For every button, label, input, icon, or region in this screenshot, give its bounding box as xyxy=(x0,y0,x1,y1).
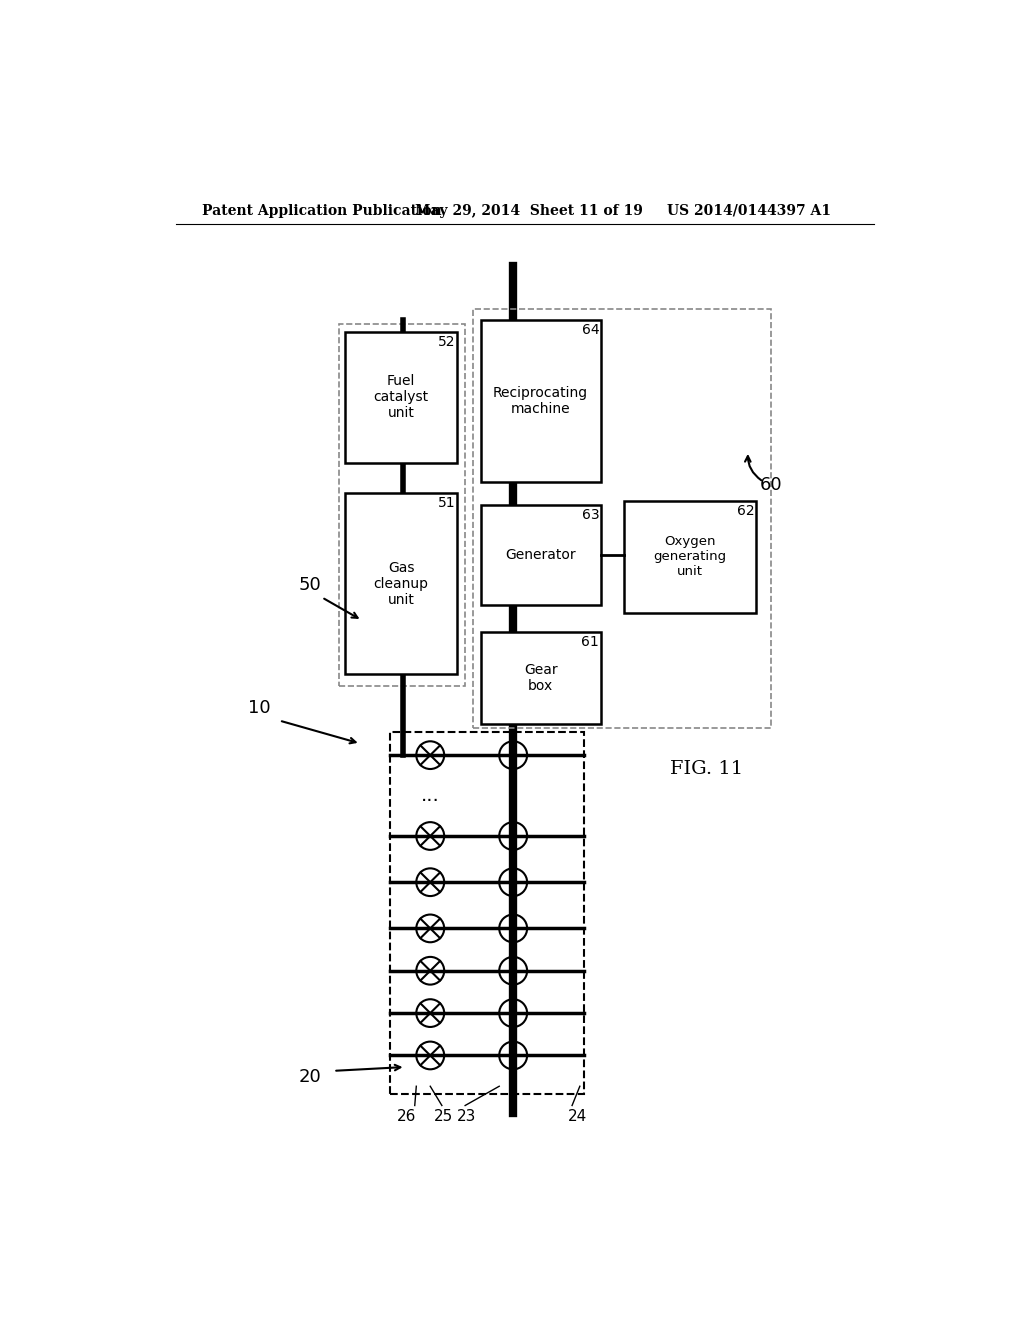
Bar xyxy=(480,632,601,725)
Text: 23: 23 xyxy=(458,1109,477,1125)
Text: 25: 25 xyxy=(434,1109,454,1125)
Text: 63: 63 xyxy=(582,508,599,521)
Bar xyxy=(345,331,458,462)
Bar xyxy=(624,502,756,612)
Text: 20: 20 xyxy=(299,1068,322,1086)
Text: May 29, 2014  Sheet 11 of 19: May 29, 2014 Sheet 11 of 19 xyxy=(415,203,643,218)
Text: Gas
cleanup
unit: Gas cleanup unit xyxy=(374,561,429,607)
Text: Fuel
catalyst
unit: Fuel catalyst unit xyxy=(374,374,429,420)
Text: 52: 52 xyxy=(438,335,456,348)
Bar xyxy=(390,733,584,1094)
Text: 61: 61 xyxy=(582,635,599,649)
Text: FIG. 11: FIG. 11 xyxy=(671,760,743,779)
Text: ...: ... xyxy=(421,787,439,805)
Bar xyxy=(480,504,601,605)
Bar xyxy=(345,494,458,675)
Text: 64: 64 xyxy=(582,323,599,337)
Text: 50: 50 xyxy=(299,576,322,594)
Text: Reciprocating
machine: Reciprocating machine xyxy=(494,385,588,416)
Text: 60: 60 xyxy=(760,475,782,494)
Text: US 2014/0144397 A1: US 2014/0144397 A1 xyxy=(667,203,830,218)
Text: Generator: Generator xyxy=(506,548,575,562)
Text: 10: 10 xyxy=(248,698,270,717)
Text: Patent Application Publication: Patent Application Publication xyxy=(202,203,441,218)
Text: 26: 26 xyxy=(397,1109,417,1125)
Bar xyxy=(473,309,771,729)
Text: Oxygen
generating
unit: Oxygen generating unit xyxy=(653,536,726,578)
Text: 51: 51 xyxy=(438,496,456,511)
Bar xyxy=(480,321,601,482)
Text: Gear
box: Gear box xyxy=(524,663,557,693)
Bar xyxy=(339,323,465,686)
Text: 62: 62 xyxy=(736,504,755,519)
Text: 24: 24 xyxy=(568,1109,588,1125)
